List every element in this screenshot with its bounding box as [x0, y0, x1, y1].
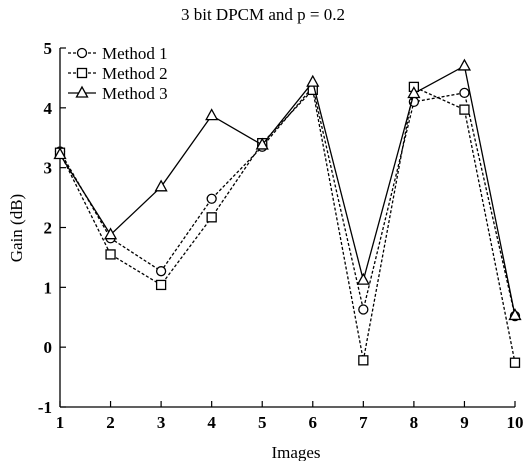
data-point-3: [457, 58, 472, 71]
data-point-1: [206, 193, 217, 204]
data-point-2: [358, 355, 369, 366]
axes: -1 0 1 2 3 4 5 1 2 3 4 5 6 7 8 9 10: [38, 39, 524, 432]
x-tick-label: 9: [460, 413, 469, 432]
data-point-1: [358, 304, 369, 315]
legend-marker: [76, 67, 88, 79]
legend-label: Method 1: [102, 44, 168, 63]
series-layer: [53, 58, 522, 368]
legend-marker: [75, 85, 89, 98]
x-axis-label: Images: [271, 443, 320, 461]
data-point-2: [206, 212, 217, 223]
data-point-2: [459, 104, 470, 115]
y-tick-label: 2: [44, 219, 53, 238]
data-point-3: [508, 308, 522, 321]
y-tick-label: -1: [38, 398, 52, 417]
data-point-2: [155, 279, 167, 291]
x-tick-label: 1: [56, 413, 65, 432]
x-tick-label: 8: [410, 413, 419, 432]
series-3: [53, 58, 522, 321]
series-line-1: [59, 85, 516, 317]
data-point-3: [306, 74, 320, 87]
series-1: [54, 81, 521, 322]
data-point-2: [509, 357, 521, 368]
x-tick-label: 4: [207, 413, 216, 432]
y-tick-label: 5: [44, 39, 53, 58]
data-point-3: [255, 137, 269, 150]
legend-entry-2: Method 2: [68, 64, 168, 83]
x-tick-label: 3: [157, 413, 166, 432]
data-point-3: [154, 179, 168, 192]
x-tick-label: 7: [359, 413, 368, 432]
x-tick-label: 5: [258, 413, 267, 432]
data-point-3: [205, 108, 219, 121]
y-axis-label: Gain (dB): [7, 194, 26, 262]
legend-marker: [76, 47, 88, 59]
data-point-3: [53, 147, 67, 160]
y-tick-label: 4: [44, 99, 53, 118]
data-point-3: [407, 86, 421, 99]
legend-label: Method 3: [102, 84, 168, 103]
y-tick-label: 0: [44, 338, 53, 357]
x-tick-label: 2: [106, 413, 115, 432]
series-line-2: [59, 85, 516, 363]
legend-entry-3: Method 3: [68, 84, 168, 103]
chart-title: 3 bit DPCM and p = 0.2: [181, 5, 345, 24]
legend-entry-1: Method 1: [68, 44, 168, 63]
series-line-3: [59, 64, 516, 316]
data-point-1: [155, 266, 167, 277]
y-tick-label: 3: [44, 159, 53, 178]
data-point-2: [105, 249, 116, 260]
legend-label: Method 2: [102, 64, 168, 83]
data-point-1: [459, 87, 470, 99]
y-tick-label: 1: [44, 278, 53, 297]
x-tick-label: 10: [507, 413, 524, 432]
data-point-3: [356, 272, 370, 285]
x-tick-label: 6: [309, 413, 318, 432]
series-2: [54, 81, 521, 368]
data-point-3: [103, 227, 118, 240]
